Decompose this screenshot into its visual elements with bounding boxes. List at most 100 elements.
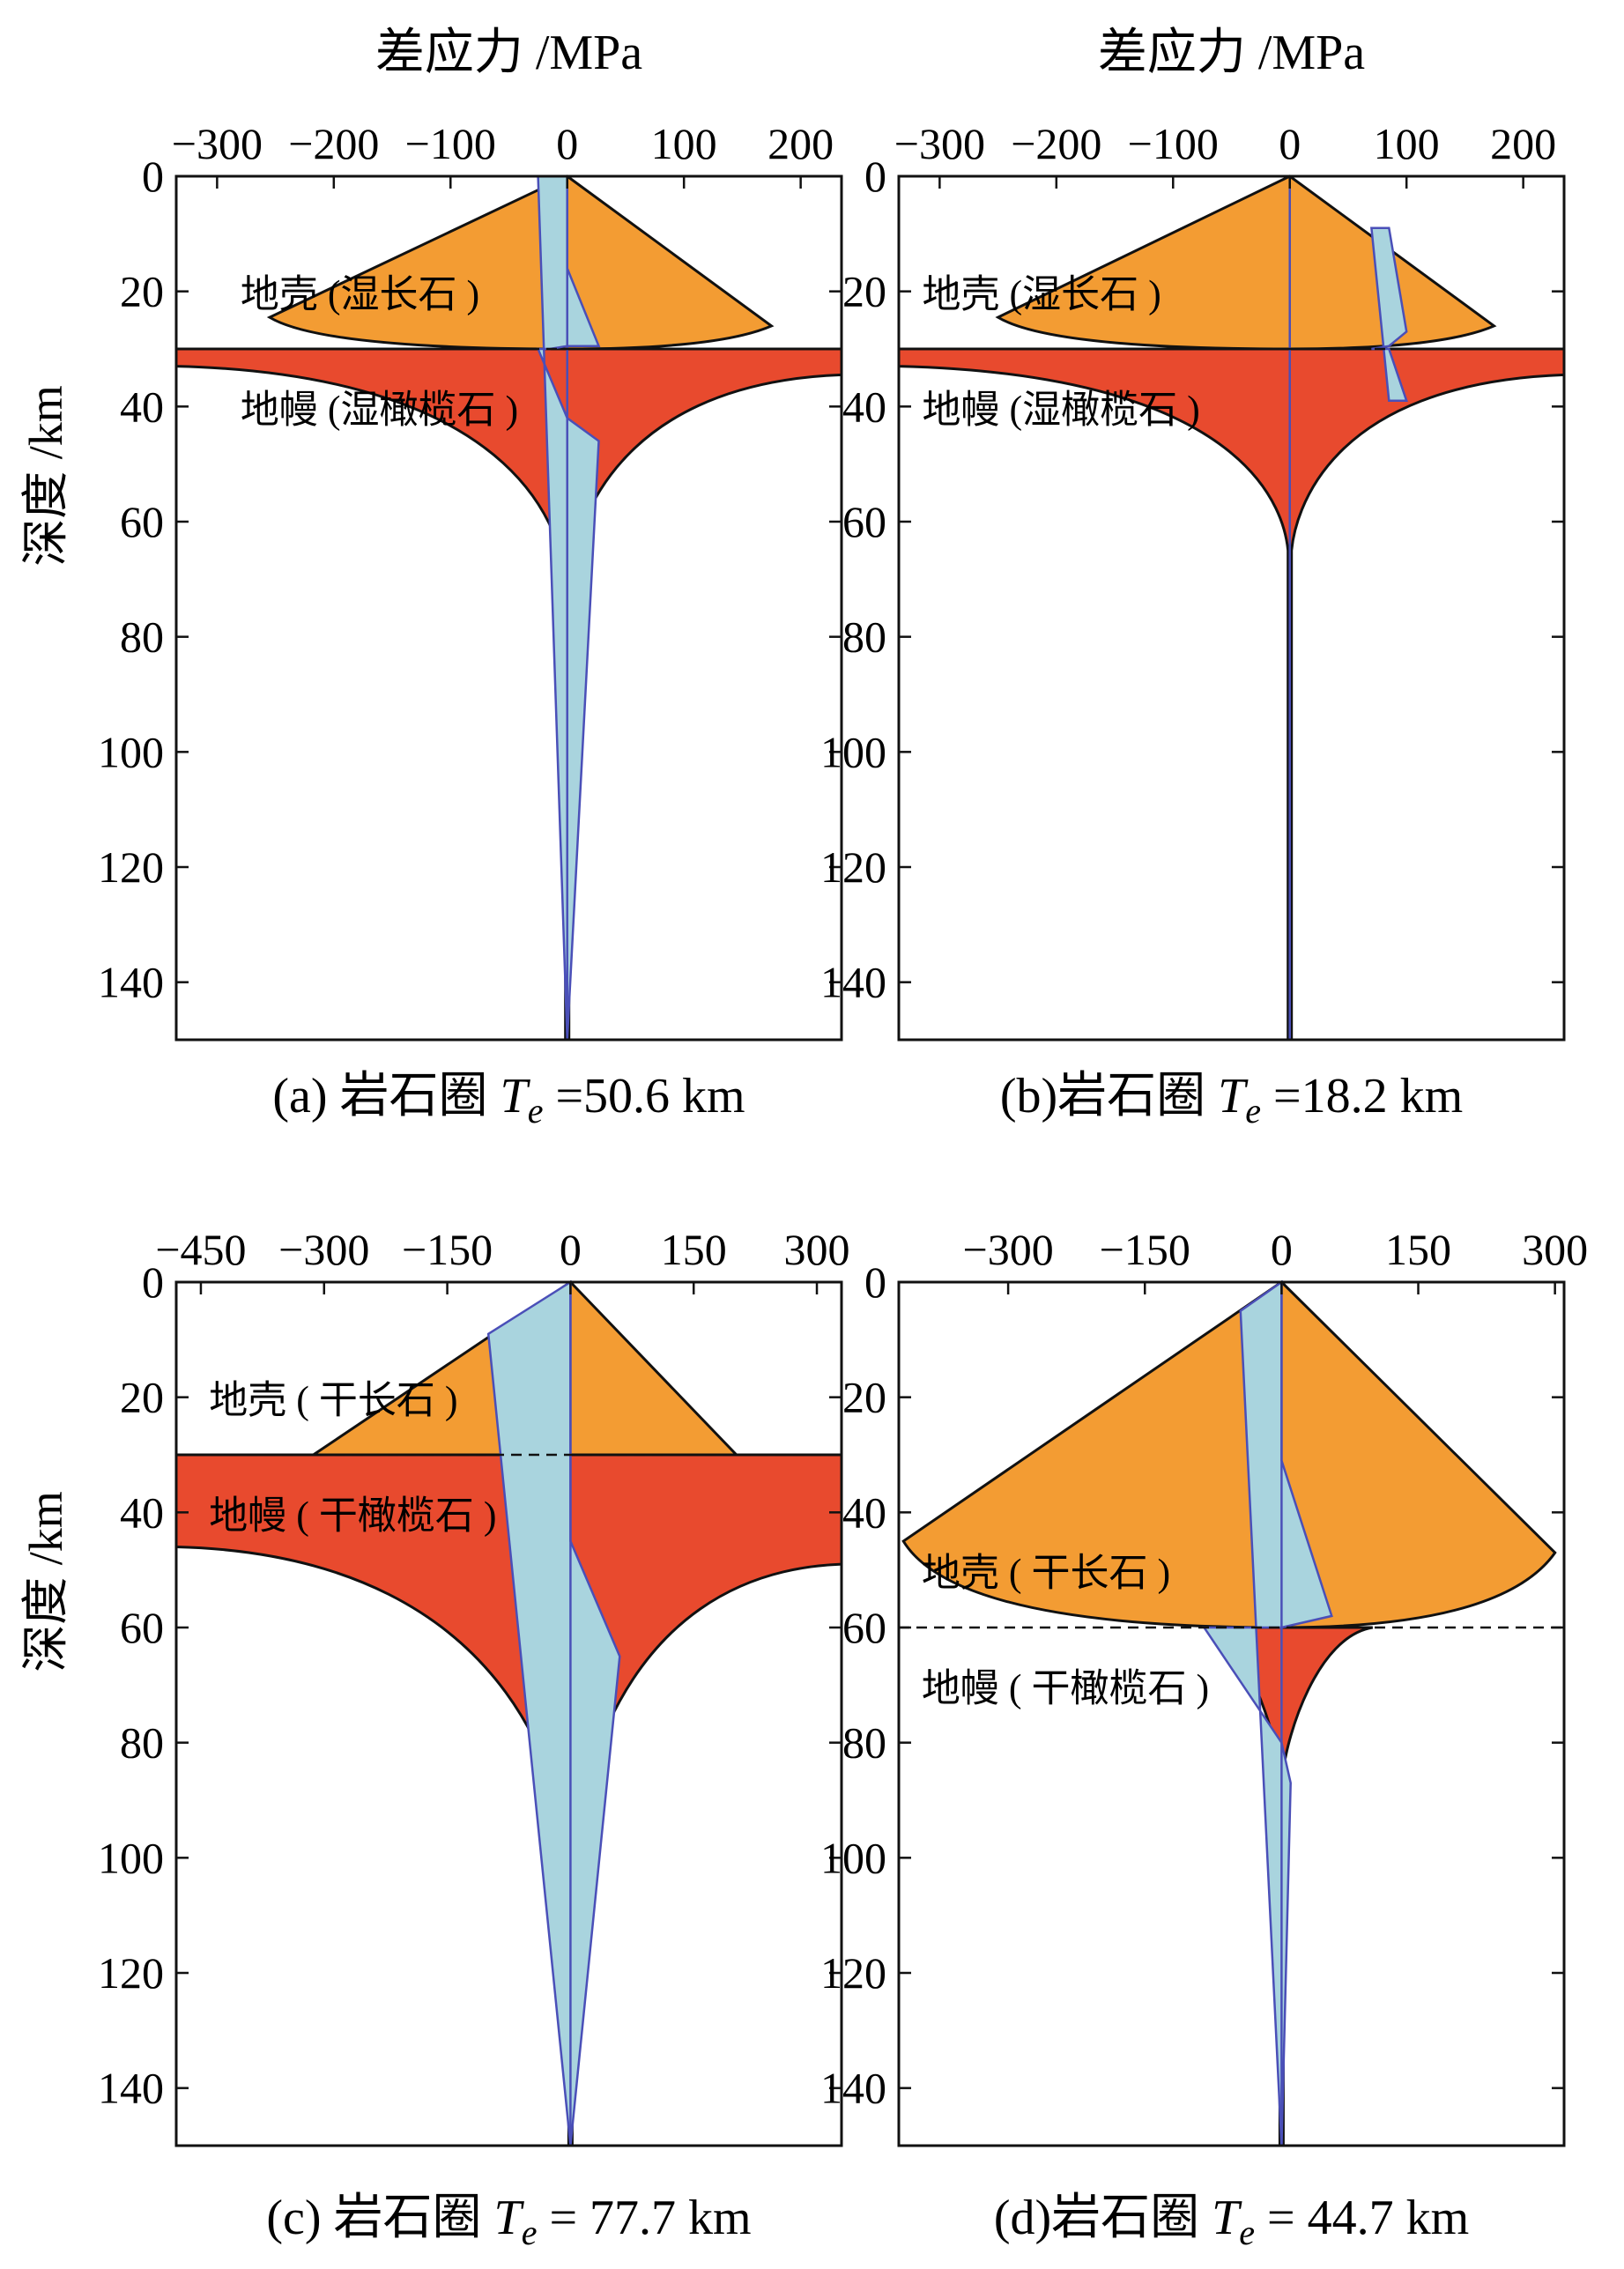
- plot-frame: [174, 1280, 843, 2147]
- y-tick-label: 100: [98, 1833, 164, 1882]
- panel-b: −300 −200 −100 0 100 200 0 20 40 60 80 100 120 140 地壳 …: [820, 26, 1566, 1131]
- caption-prefix: (d)岩石圈: [994, 2191, 1212, 2245]
- x-tick-label: 200: [1490, 119, 1556, 168]
- y-tick-label: 40: [842, 1487, 886, 1537]
- x-tick-label: −300: [894, 119, 985, 168]
- caption-subscript: e: [1245, 1091, 1261, 1131]
- x-tick-label: −200: [1011, 119, 1101, 168]
- y-tick-label: 0: [142, 1257, 164, 1307]
- x-tick-label: 100: [651, 119, 717, 168]
- x-tick-label: −300: [963, 1225, 1054, 1274]
- y-tick-label: 80: [842, 612, 886, 662]
- crust-label: 地壳 (湿长石 ): [241, 273, 479, 316]
- caption-prefix: (a) 岩石圈: [272, 1069, 500, 1123]
- y-tick-label: 40: [120, 1487, 164, 1537]
- panel-d: −300 −150 0 150 300 0 20 40 60 80 100 120 140 地壳 ( 干长…: [820, 1225, 1588, 2252]
- caption-value: = 77.7 km: [537, 2191, 751, 2245]
- panel-caption: (b)岩石圈 Te =18.2 km: [1000, 1069, 1463, 1131]
- crust-label: 地壳 ( 干长石 ): [209, 1379, 457, 1422]
- caption-symbol: T: [1218, 1069, 1249, 1123]
- caption-value: =50.6 km: [543, 1069, 745, 1123]
- y-tick-label: 100: [820, 1833, 886, 1882]
- y-tick-label: 0: [864, 152, 886, 201]
- caption-value: = 44.7 km: [1255, 2191, 1469, 2245]
- caption-prefix: (c) 岩石圈: [266, 2191, 493, 2245]
- x-tick-label: −150: [1100, 1225, 1190, 1274]
- x-tick-label: 150: [1385, 1225, 1451, 1274]
- y-tick-label: 20: [842, 267, 886, 316]
- x-axis-title: 差应力 /MPa: [1098, 26, 1365, 80]
- mantle-label: 地幔 ( 干橄榄石 ): [209, 1494, 496, 1537]
- x-tick-label: 0: [1271, 1225, 1293, 1274]
- y-tick-label: 20: [842, 1373, 886, 1422]
- y-tick-label: 140: [98, 958, 164, 1007]
- y-tick-label: 100: [820, 727, 886, 776]
- plot-frame: [897, 1280, 1566, 2147]
- x-tick-label: 0: [1279, 119, 1301, 168]
- caption-subscript: e: [528, 1091, 544, 1131]
- x-tick-label: −450: [155, 1225, 246, 1274]
- mantle-label: 地幔 ( 干橄榄石 ): [922, 1666, 1209, 1709]
- y-tick-label: 140: [820, 2064, 886, 2113]
- mantle-strength-envelope: [897, 347, 1566, 1042]
- plot-frame: [174, 174, 843, 1042]
- crust-strength-envelope: [995, 174, 1497, 351]
- y-tick-label: 20: [120, 1373, 164, 1422]
- crust-label: 地壳 ( 干长石 ): [922, 1552, 1170, 1595]
- crust-strength-envelope: [266, 174, 775, 351]
- y-tick-label: 40: [120, 382, 164, 431]
- caption-subscript: e: [1239, 2213, 1255, 2252]
- x-axis-title: 差应力 /MPa: [375, 26, 642, 80]
- y-tick-label: 100: [98, 727, 164, 776]
- y-tick-label: 80: [120, 1718, 164, 1768]
- x-tick-label: 300: [1522, 1225, 1588, 1274]
- mantle-strength-envelope: [174, 1453, 843, 2147]
- caption-symbol: T: [494, 2191, 525, 2245]
- y-tick-label: 0: [142, 152, 164, 201]
- y-tick-label: 40: [842, 382, 886, 431]
- x-tick-label: 300: [784, 1225, 850, 1274]
- mantle-strength-envelope: [174, 347, 843, 1042]
- y-axis-title: 深度 /km: [19, 385, 72, 567]
- x-tick-label: −300: [278, 1225, 369, 1274]
- caption-value: =18.2 km: [1261, 1069, 1463, 1123]
- y-tick-label: 80: [120, 612, 164, 662]
- y-tick-label: 120: [98, 842, 164, 892]
- x-tick-label: −100: [1128, 119, 1219, 168]
- caption-prefix: (b)岩石圈: [1000, 1069, 1218, 1123]
- elastic-core: [1370, 226, 1408, 403]
- panel-a: −300 −200 −100 0 100 200 0 20 40 60 80 100 120 140 地壳 …: [19, 26, 843, 1131]
- caption-symbol: T: [501, 1069, 531, 1123]
- y-tick-label: 60: [120, 497, 164, 546]
- mantle-label: 地幔 (湿橄榄石 ): [922, 388, 1199, 431]
- x-tick-label: −200: [288, 119, 379, 168]
- x-tick-label: −150: [402, 1225, 493, 1274]
- panel-caption: (c) 岩石圈 Te = 77.7 km: [266, 2191, 751, 2252]
- y-tick-label: 140: [98, 2064, 164, 2113]
- x-tick-label: 100: [1374, 119, 1440, 168]
- x-tick-label: −100: [405, 119, 496, 168]
- x-tick-label: 0: [560, 1225, 582, 1274]
- x-tick-label: 150: [661, 1225, 727, 1274]
- y-tick-label: 60: [120, 1603, 164, 1652]
- y-tick-label: 80: [842, 1718, 886, 1768]
- y-tick-label: 120: [820, 842, 886, 892]
- panel-caption: (d)岩石圈 Te = 44.7 km: [994, 2191, 1469, 2252]
- y-axis-title: 深度 /km: [19, 1491, 72, 1672]
- crust-label: 地壳 (湿长石 ): [922, 273, 1161, 316]
- y-tick-label: 120: [98, 1948, 164, 1998]
- panel-caption: (a) 岩石圈 Te =50.6 km: [272, 1069, 745, 1131]
- x-tick-label: 0: [556, 119, 578, 168]
- mantle-label: 地幔 (湿橄榄石 ): [241, 388, 518, 431]
- panel-c: −450 −300 −150 0 150 300 0 20 40 60 80 100 120 140 地壳 …: [19, 1225, 850, 2252]
- x-tick-label: 200: [768, 119, 834, 168]
- y-tick-label: 60: [842, 497, 886, 546]
- y-tick-label: 140: [820, 958, 886, 1007]
- y-tick-label: 0: [864, 1257, 886, 1307]
- y-tick-label: 120: [820, 1948, 886, 1998]
- y-tick-label: 60: [842, 1603, 886, 1652]
- plot-frame: [897, 174, 1566, 1042]
- caption-subscript: e: [522, 2213, 538, 2252]
- elastic-core: [486, 1279, 621, 2147]
